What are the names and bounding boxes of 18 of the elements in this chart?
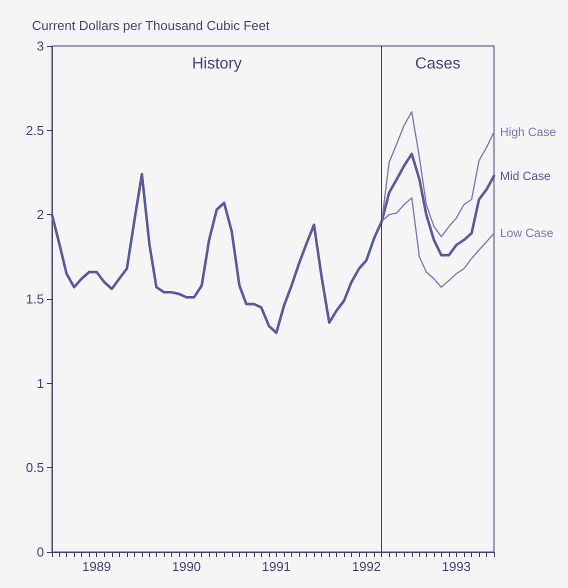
y-tick-label: 0.5 <box>26 460 44 476</box>
y-tick-label: 2.5 <box>26 122 44 138</box>
x-tick-label: 1992 <box>352 559 381 574</box>
x-tick-label: 1991 <box>262 559 291 574</box>
series-label: High Case <box>500 125 556 140</box>
y-tick-label: 0 <box>36 544 44 560</box>
y-tick-label: 3 <box>36 38 44 54</box>
series-label: Low Case <box>500 226 554 240</box>
x-tick-label: 1989 <box>82 559 112 574</box>
y-tick-label: 1.5 <box>26 292 44 306</box>
x-tick-label: 1993 <box>442 559 471 574</box>
annotation: Cases <box>415 56 461 72</box>
y-axis-title: Current Dollars per Thousand Cubic Feet <box>32 18 270 33</box>
y-tick-label: 2 <box>36 207 44 222</box>
y-tick-label: 1 <box>36 376 44 391</box>
annotation: History <box>192 56 242 72</box>
x-tick-label: 1990 <box>172 559 201 574</box>
series-label: Mid Case <box>500 168 552 183</box>
